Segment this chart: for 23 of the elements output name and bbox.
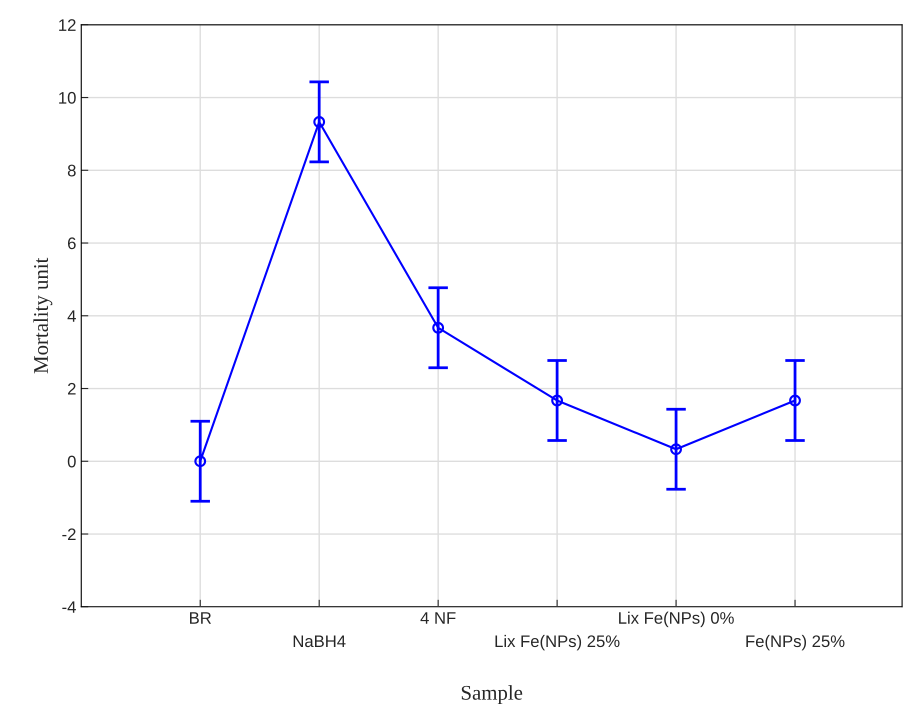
point bbox=[313, 116, 326, 128]
y-tick-label: 8 bbox=[68, 164, 76, 176]
x-tick-label: 4 NF bbox=[420, 612, 456, 624]
x-tick-label: Lix Fe(NPs) 0% bbox=[619, 612, 734, 628]
y-tick-label: 0 bbox=[68, 456, 76, 468]
point bbox=[432, 322, 444, 334]
point bbox=[551, 394, 564, 406]
x-axis-title: Sample bbox=[462, 685, 522, 704]
x-tick-label: Fe(NPs) 25% bbox=[746, 634, 844, 650]
y-tick-label: 6 bbox=[68, 237, 76, 250]
x-tick-label: Lix Fe(NPs) 25% bbox=[496, 634, 620, 650]
y-tick-label: 2 bbox=[68, 382, 76, 395]
y-tick-label: -4 bbox=[62, 601, 76, 613]
y-tick-label: 12 bbox=[59, 19, 76, 31]
x-tick-label: BR bbox=[190, 612, 212, 624]
point bbox=[789, 394, 801, 406]
y-axis-title: Mortality unit bbox=[33, 258, 52, 374]
y-tick-label: -2 bbox=[62, 528, 76, 540]
point bbox=[670, 443, 682, 456]
point bbox=[194, 455, 206, 468]
y-tick-label: 4 bbox=[68, 310, 76, 322]
x-tick-label: NaBH4 bbox=[294, 636, 346, 648]
y-tick-label: 10 bbox=[59, 92, 76, 104]
